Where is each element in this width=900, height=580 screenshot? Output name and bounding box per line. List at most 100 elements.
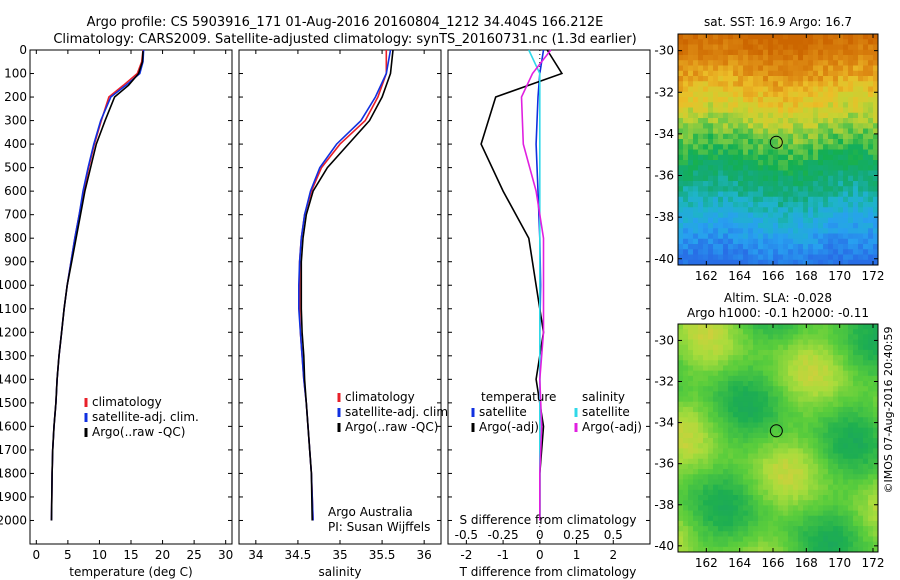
heatmap-cell <box>853 479 859 486</box>
heatmap-cell <box>798 479 804 486</box>
heatmap-cell <box>788 97 794 103</box>
heatmap-cell <box>733 175 739 182</box>
heatmap-cell <box>858 144 864 150</box>
heatmap-cell <box>848 133 854 140</box>
heatmap-cell <box>793 339 799 346</box>
y-tick-label: -38 <box>654 498 674 512</box>
heatmap-cell <box>738 401 744 408</box>
heatmap-cell <box>753 334 759 340</box>
heatmap-cell <box>733 259 739 266</box>
heatmap-cell <box>818 60 824 66</box>
heatmap-cell <box>788 495 794 501</box>
heatmap-cell <box>798 254 804 261</box>
heatmap-cell <box>738 128 744 135</box>
heatmap-cell <box>678 365 684 372</box>
heatmap-cell <box>698 541 704 548</box>
heatmap-cell <box>733 500 739 506</box>
heatmap-cell <box>818 500 824 506</box>
heatmap-cell <box>848 526 854 532</box>
heatmap-cell <box>703 531 709 537</box>
heatmap-cell <box>798 191 804 198</box>
heatmap-cell <box>843 254 849 261</box>
heatmap-cell <box>798 144 804 150</box>
heatmap-cell <box>753 365 759 372</box>
heatmap-cell <box>863 233 869 240</box>
heatmap-cell <box>678 123 684 129</box>
heatmap-cell <box>773 70 779 77</box>
heatmap-cell <box>718 546 724 553</box>
heatmap-cell <box>863 238 869 245</box>
heatmap-cell <box>713 144 719 150</box>
heatmap-cell <box>683 128 689 135</box>
heatmap-cell <box>818 349 824 356</box>
heatmap-cell <box>743 154 749 161</box>
heatmap-cell <box>708 479 714 486</box>
heatmap-cell <box>818 324 824 330</box>
heatmap-cell <box>763 81 769 87</box>
heatmap-cell <box>708 118 714 124</box>
heatmap-cell <box>838 175 844 182</box>
x-tick-label: 164 <box>728 269 751 283</box>
heatmap-cell <box>853 228 859 234</box>
heatmap-cell <box>828 228 834 234</box>
heatmap-cell <box>823 107 829 114</box>
heatmap-cell <box>743 175 749 182</box>
heatmap-cell <box>823 60 829 66</box>
heatmap-cell <box>868 60 874 66</box>
heatmap-cell <box>688 349 694 356</box>
heatmap-cell <box>733 49 739 56</box>
heatmap-cell <box>698 34 704 40</box>
heatmap-cell <box>798 505 804 511</box>
heatmap-cell <box>703 391 709 397</box>
heatmap-cell <box>688 515 694 522</box>
heatmap-cell <box>773 212 779 219</box>
heatmap-cell <box>678 536 684 543</box>
heatmap-cell <box>873 65 879 72</box>
heatmap-cell <box>713 381 719 387</box>
heatmap-cell <box>713 112 719 119</box>
heatmap-cell <box>803 370 809 377</box>
heatmap-cell <box>798 365 804 372</box>
heatmap-cell <box>853 349 859 356</box>
heatmap-cell <box>793 55 799 61</box>
heatmap-cell <box>703 334 709 340</box>
heatmap-cell <box>738 238 744 245</box>
heatmap-cell <box>798 139 804 145</box>
heatmap-cell <box>773 139 779 145</box>
x-tick-label: -1 <box>497 548 509 562</box>
heatmap-cell <box>843 453 849 460</box>
heatmap-cell <box>788 212 794 219</box>
heatmap-cell <box>813 112 819 119</box>
heatmap-cell <box>713 432 719 439</box>
heatmap-cell <box>793 65 799 72</box>
heatmap-cell <box>838 417 844 423</box>
heatmap-cell <box>738 65 744 72</box>
heatmap-cell <box>728 233 734 240</box>
heatmap-cell <box>848 39 854 45</box>
series-line-s-argo-adj- <box>520 49 552 521</box>
heatmap-cell <box>703 60 709 66</box>
heatmap-cell <box>693 469 699 475</box>
heatmap-cell <box>713 170 719 177</box>
heatmap-cell <box>838 154 844 161</box>
heatmap-cell <box>778 259 784 266</box>
heatmap-cell <box>838 495 844 501</box>
heatmap-cell <box>703 370 709 377</box>
heatmap-cell <box>738 520 744 527</box>
heatmap-cell <box>738 112 744 119</box>
heatmap-cell <box>798 422 804 429</box>
heatmap-cell <box>863 495 869 501</box>
heatmap-cell <box>718 70 724 77</box>
heatmap-cell <box>768 365 774 372</box>
heatmap-cell <box>843 520 849 527</box>
heatmap-cell <box>818 133 824 140</box>
heatmap-cell <box>763 207 769 213</box>
heatmap-cell <box>748 334 754 340</box>
heatmap-cell <box>678 334 684 340</box>
heatmap-cell <box>748 160 754 166</box>
heatmap-cell <box>748 112 754 119</box>
heatmap-cell <box>798 81 804 87</box>
heatmap-cell <box>863 453 869 460</box>
heatmap-cell <box>838 329 844 335</box>
heatmap-cell <box>858 217 864 224</box>
